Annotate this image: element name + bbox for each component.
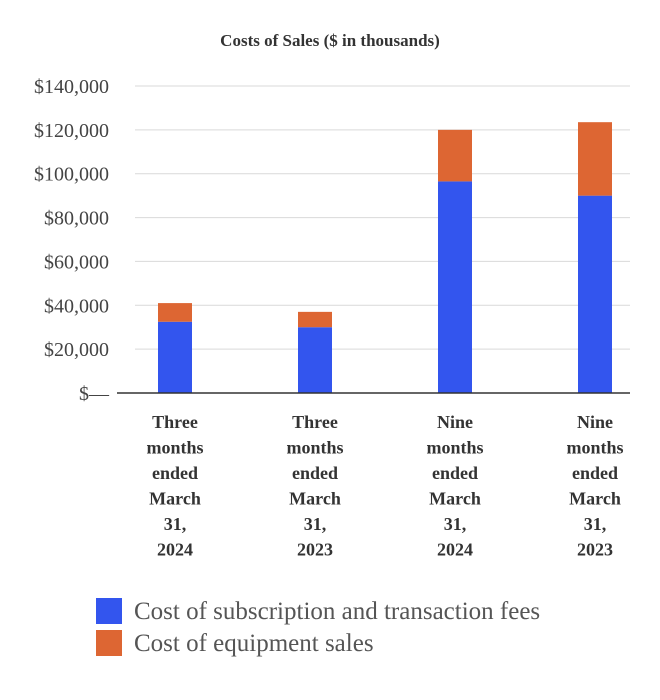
x-tick-label: Nine months ended March 31, 2024 [426,412,483,560]
y-tick-label: $40,000 [44,295,109,317]
bar-subscription-fees [438,181,472,393]
legend-label-subscription: Cost of subscription and transaction fee… [134,598,540,625]
bar-equipment-sales [298,311,332,328]
y-tick-label: $80,000 [44,208,109,230]
x-tick-label: Three months ended March 31, 2023 [286,412,343,560]
x-axis-ticks: Three months ended March 31, 2024 Three months e… [146,412,623,560]
legend: Cost of subscription and transaction fee… [96,598,540,657]
bar-equipment-sales [438,129,472,182]
y-tick-label: $120,000 [34,120,109,142]
bar-equipment-sales [158,303,192,322]
legend-label-equipment: Cost of equipment sales [134,630,374,657]
x-tick-label: Three months ended March 31, 2024 [146,412,203,560]
bar-equipment-sales [578,122,612,196]
chart-title: Costs of Sales ($ in thousands) [220,31,440,50]
bar-subscription-fees [298,327,332,393]
bar-subscription-fees [158,321,192,393]
y-axis-ticks: $— $20,000 $40,000 $60,000 $80,000 $100,000 $1… [34,76,110,405]
gridlines [135,85,630,350]
x-tick-label: Nine months ended March 31, 2023 [566,412,623,560]
y-tick-label: $20,000 [44,339,109,361]
y-tick-label: $100,000 [34,164,109,186]
bars [158,122,612,393]
y-tick-label: $60,000 [44,251,109,273]
legend-swatch-subscription [96,598,122,624]
bar-subscription-fees [578,195,612,393]
legend-swatch-equipment [96,630,122,656]
y-tick-label: $— [79,383,110,405]
y-tick-label: $140,000 [34,76,109,98]
